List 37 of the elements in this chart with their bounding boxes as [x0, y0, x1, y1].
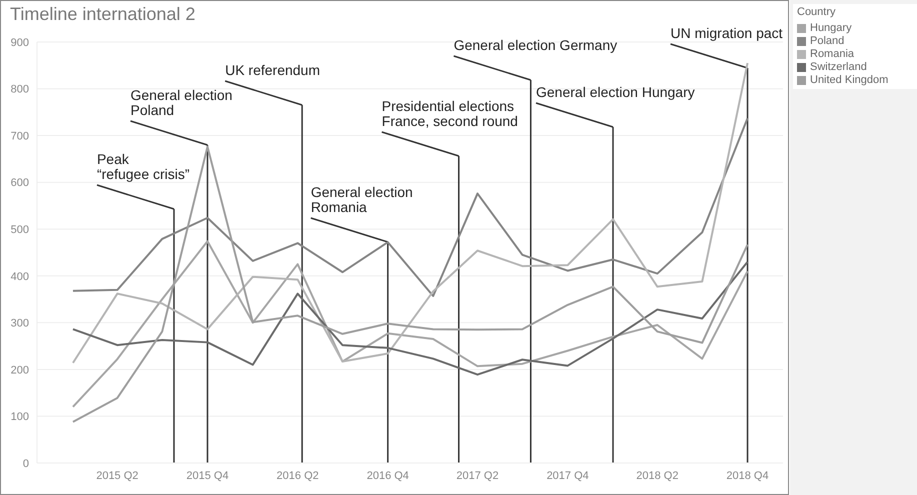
y-tick-label: 600: [10, 177, 29, 190]
ref-line-label: UN migration pact: [670, 25, 783, 41]
x-tick-label: 2018 Q2: [636, 470, 678, 482]
line-series: [72, 146, 749, 423]
y-tick-label: 700: [10, 130, 29, 142]
legend-label: Romania: [810, 48, 854, 61]
x-tick-label: 2018 Q4: [726, 470, 769, 482]
ref-line-label: General election Hungary: [536, 84, 695, 100]
ref-line-label: General election Romania: [310, 184, 413, 215]
y-tick-label: 0: [22, 458, 29, 470]
chart-title: Timeline international 2: [10, 4, 196, 25]
ref-line-label: General election Poland: [130, 87, 232, 118]
legend-label: Poland: [810, 35, 844, 48]
x-tick-label: 2015 Q4: [186, 470, 229, 482]
x-tick-label: 2015 Q2: [96, 470, 138, 482]
ref-line-label: Presidential elections France, second round: [382, 98, 518, 129]
ref-line-label: General election Germany: [454, 37, 618, 53]
y-tick-label: 200: [10, 364, 29, 376]
x-tick-label: 2016 Q4: [366, 470, 409, 482]
legend-title: Country: [797, 6, 837, 18]
x-tick-label: 2017 Q4: [546, 470, 589, 482]
line-series: [72, 260, 749, 376]
y-tick-label: 400: [10, 270, 29, 283]
legend-label: Hungary: [810, 22, 852, 35]
ref-line-label: Peak “refugee crisis”: [96, 151, 190, 182]
y-tick-label: 800: [10, 84, 29, 96]
legend-label: United Kingdom: [810, 74, 888, 87]
x-tick-label: 2017 Q2: [456, 470, 499, 482]
y-tick-label: 500: [10, 224, 29, 236]
ref-line-label: UK referendum: [225, 62, 320, 78]
y-tick-label: 900: [10, 36, 29, 49]
y-tick-label: 100: [10, 411, 29, 424]
x-tick-label: 2016 Q2: [276, 470, 319, 482]
line-series: [72, 117, 749, 298]
y-tick-label: 300: [10, 318, 29, 330]
legend-label: Switzerland: [810, 61, 867, 74]
line-series: [72, 62, 749, 364]
